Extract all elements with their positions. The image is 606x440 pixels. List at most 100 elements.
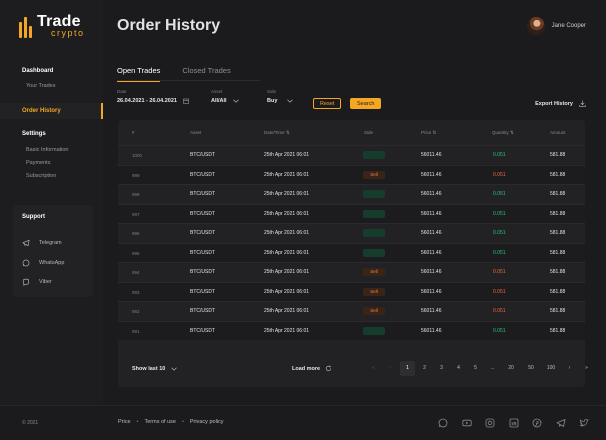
support-title: Support bbox=[22, 214, 45, 220]
whatsapp-icon bbox=[22, 259, 30, 267]
table-row[interactable]: 993 BTC/USDT 25th Apr 2021 06:01 Sell 56011.… bbox=[118, 281, 585, 301]
order-id: 1000 bbox=[132, 153, 143, 158]
export-history-label: Export History bbox=[535, 100, 573, 107]
side-filter[interactable]: Side Buy bbox=[267, 89, 294, 104]
reset-button[interactable]: Reset bbox=[313, 98, 342, 109]
col-price[interactable]: Price ⇅ bbox=[421, 130, 437, 135]
order-id: 993 bbox=[132, 289, 140, 295]
page-button[interactable]: 3 bbox=[440, 365, 443, 371]
order-id: 994 bbox=[132, 270, 140, 275]
support-telegram-label: Telegram bbox=[39, 240, 62, 246]
order-id: 999 bbox=[132, 172, 140, 178]
price-cell: 56011.46 bbox=[421, 308, 442, 314]
support-viber[interactable]: Viber bbox=[22, 278, 52, 286]
price-cell: 56011.46 bbox=[421, 210, 442, 217]
quantity-cell: 0.051 bbox=[493, 191, 506, 197]
col-datetime[interactable]: Date/Time ⇅ bbox=[264, 130, 290, 135]
table-row[interactable]: 994 BTC/USDT 25th Apr 2021 06:01 Sell 56011.… bbox=[118, 262, 585, 282]
search-button[interactable]: Search bbox=[350, 98, 382, 109]
linkedin-icon[interactable] bbox=[509, 418, 519, 428]
prev-page-icon[interactable]: ‹ bbox=[389, 365, 392, 371]
datetime-cell: 25th Apr 2021 06:01 bbox=[264, 327, 310, 334]
footer-link-terms[interactable]: Terms of use bbox=[144, 419, 176, 425]
footer-link-price[interactable]: Price bbox=[118, 419, 131, 425]
table-row[interactable]: 991 BTC/USDT 25th Apr 2021 06:01 56011.46 0.… bbox=[118, 320, 585, 340]
nav-dashboard[interactable]: Dashboard bbox=[22, 68, 54, 74]
col-side: Side bbox=[364, 130, 374, 135]
tab-closed-trades[interactable]: Closed Trades bbox=[182, 66, 231, 75]
table-row[interactable]: 999 BTC/USDT 25th Apr 2021 06:01 Sell 56011.… bbox=[118, 164, 585, 184]
export-history-button[interactable]: Export History bbox=[535, 100, 586, 107]
nav-subscription[interactable]: Subscription bbox=[26, 173, 57, 179]
page-button[interactable]: 20 bbox=[508, 365, 514, 371]
col-amount: Amount bbox=[550, 130, 566, 135]
page-button[interactable]: 2 bbox=[423, 365, 426, 371]
asset-filter[interactable]: Asset All/All bbox=[211, 89, 239, 104]
page-button[interactable]: 100 bbox=[546, 365, 556, 371]
show-last-label: Show last 10 bbox=[132, 366, 166, 372]
load-more-button[interactable]: Load more bbox=[292, 365, 332, 372]
avatar bbox=[526, 17, 545, 35]
telegram-icon[interactable] bbox=[556, 418, 566, 428]
pinterest-icon[interactable] bbox=[532, 418, 542, 428]
nav-your-trades[interactable]: Your Trades bbox=[26, 83, 56, 89]
pagination-ellipsis: ... bbox=[490, 365, 495, 371]
last-page-icon[interactable]: » bbox=[585, 365, 588, 371]
asset-cell: BTC/USDT bbox=[190, 210, 215, 217]
tab-open-trades[interactable]: Open Trades bbox=[117, 66, 161, 82]
nav-basic-information[interactable]: Basic Information bbox=[26, 147, 69, 153]
refresh-icon bbox=[326, 365, 332, 372]
first-page-icon[interactable]: « bbox=[372, 365, 375, 371]
download-icon bbox=[579, 100, 586, 107]
table-row[interactable]: 996 BTC/USDT 25th Apr 2021 06:01 56011.46 0.… bbox=[118, 223, 585, 243]
page-button[interactable]: 4 bbox=[457, 365, 460, 371]
show-last-select[interactable]: Show last 10 bbox=[132, 366, 178, 372]
asset-filter-label: Asset bbox=[211, 89, 223, 94]
footer-link-privacy[interactable]: Privacy policy bbox=[189, 419, 224, 425]
price-cell: 56011.46 bbox=[421, 191, 442, 197]
nav-payments[interactable]: Payments bbox=[26, 160, 51, 166]
price-cell: 56011.46 bbox=[421, 171, 442, 178]
side-badge bbox=[363, 229, 385, 237]
support-whatsapp-label: WhatsApp bbox=[39, 260, 65, 266]
page-button[interactable]: 50 bbox=[528, 365, 534, 371]
price-cell: 56011.46 bbox=[421, 327, 442, 334]
datetime-cell: 25th Apr 2021 06:01 bbox=[264, 152, 310, 158]
twitter-icon[interactable] bbox=[579, 418, 589, 428]
user-menu[interactable]: Jane Cooper bbox=[526, 17, 586, 35]
asset-cell: BTC/USDT bbox=[190, 327, 215, 334]
nav-settings[interactable]: Settings bbox=[22, 131, 46, 137]
side-filter-label: Side bbox=[267, 89, 277, 94]
page-button[interactable]: 5 bbox=[474, 365, 477, 371]
calendar-icon bbox=[183, 98, 189, 104]
date-filter[interactable]: Date 26.04.2021 - 26.04.2021 bbox=[117, 89, 189, 104]
asset-cell: BTC/USDT bbox=[190, 288, 215, 295]
footer-links: Price • Terms of use • Privacy policy bbox=[118, 419, 224, 425]
table-row[interactable]: 1000 BTC/USDT 25th Apr 2021 06:01 56011.46 0… bbox=[118, 145, 585, 165]
next-page-icon[interactable]: › bbox=[568, 365, 571, 371]
table-row[interactable]: 997 BTC/USDT 25th Apr 2021 06:01 56011.46 0.… bbox=[118, 203, 585, 223]
pagination: « ‹ 1 2 3 4 5... 20 50 100 › » bbox=[366, 361, 596, 376]
main-content: Order History Jane Cooper Open Trades Cl… bbox=[103, 0, 606, 405]
youtube-icon[interactable] bbox=[461, 418, 472, 428]
nav-order-history[interactable]: Order History bbox=[0, 103, 103, 119]
asset-cell: BTC/USDT bbox=[190, 308, 215, 314]
whatsapp-icon[interactable] bbox=[438, 418, 448, 428]
table-row[interactable]: 995 BTC/USDT 25th Apr 2021 06:01 56011.46 0.… bbox=[118, 242, 585, 262]
table-row[interactable]: 992 BTC/USDT 25th Apr 2021 06:01 Sell 56011.… bbox=[118, 301, 585, 321]
support-telegram[interactable]: Telegram bbox=[22, 239, 62, 247]
side-badge: Sell bbox=[363, 268, 385, 276]
instagram-icon[interactable] bbox=[485, 418, 495, 428]
asset-cell: BTC/USDT bbox=[190, 152, 215, 158]
support-whatsapp[interactable]: WhatsApp bbox=[22, 259, 64, 267]
table-row[interactable]: 998 BTC/USDT 25th Apr 2021 06:01 56011.46 0.… bbox=[118, 184, 585, 204]
order-id: 996 bbox=[132, 231, 140, 236]
sidebar: Trade crypto Dashboard Your Trades Order… bbox=[0, 0, 103, 405]
viber-icon bbox=[22, 278, 30, 286]
page-button[interactable]: 1 bbox=[400, 361, 415, 376]
copyright: © 2021 bbox=[22, 420, 39, 426]
side-badge bbox=[363, 326, 385, 335]
side-badge bbox=[363, 209, 385, 218]
col-quantity[interactable]: Quantity ⇅ bbox=[492, 130, 514, 135]
brand-logo[interactable]: Trade crypto bbox=[19, 14, 85, 40]
